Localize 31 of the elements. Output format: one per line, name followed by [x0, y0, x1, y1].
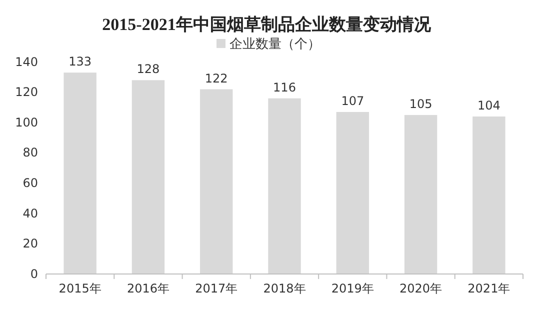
bar [404, 115, 438, 274]
x-tick-label: 2019年 [331, 282, 374, 296]
y-tick-label: 40 [22, 206, 38, 220]
bar [336, 112, 369, 274]
y-tick-label: 0 [30, 266, 38, 281]
data-label: 133 [68, 54, 92, 69]
data-label: 128 [136, 62, 160, 76]
y-tick-label: 20 [22, 236, 38, 251]
chart-title: 2015-2021年中国烟草制品企业数量变动情况 [102, 15, 432, 34]
data-label: 122 [204, 71, 228, 86]
x-tick-label: 2016年 [126, 282, 170, 296]
x-tick-label: 2021年 [468, 282, 510, 296]
x-tick-label: 2017年 [195, 282, 238, 296]
bar [472, 116, 506, 274]
y-tick-label: 60 [22, 176, 38, 190]
x-tick-label: 2020年 [400, 282, 442, 296]
legend-label: 企业数量（个） [230, 37, 320, 52]
bar [200, 89, 233, 274]
data-label: 105 [409, 97, 432, 111]
x-tick-label: 2018年 [263, 282, 306, 296]
data-label: 116 [273, 80, 296, 94]
y-tick-label: 100 [15, 115, 38, 130]
bar [268, 98, 301, 274]
bar [64, 72, 96, 274]
x-tick-label: 2015年 [58, 282, 102, 296]
y-tick-label: 140 [15, 54, 38, 69]
y-tick-label: 120 [15, 85, 38, 100]
bar [132, 80, 165, 274]
data-label: 104 [477, 98, 500, 113]
y-tick-label: 80 [22, 146, 38, 160]
data-label: 107 [341, 94, 364, 108]
